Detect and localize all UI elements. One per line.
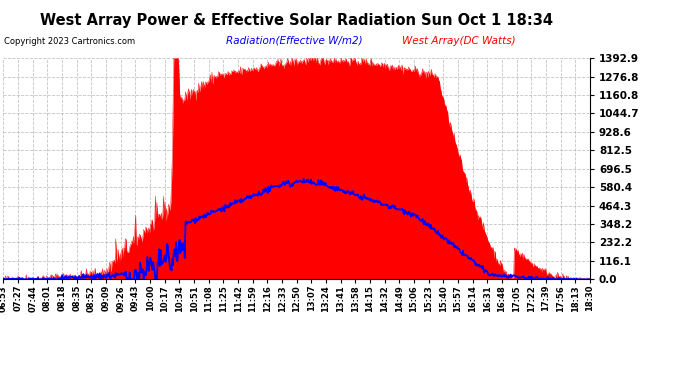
Text: Radiation(Effective W/m2): Radiation(Effective W/m2): [226, 36, 363, 46]
Text: West Array Power & Effective Solar Radiation Sun Oct 1 18:34: West Array Power & Effective Solar Radia…: [40, 13, 553, 28]
Text: Copyright 2023 Cartronics.com: Copyright 2023 Cartronics.com: [4, 37, 135, 46]
Text: West Array(DC Watts): West Array(DC Watts): [402, 36, 516, 46]
